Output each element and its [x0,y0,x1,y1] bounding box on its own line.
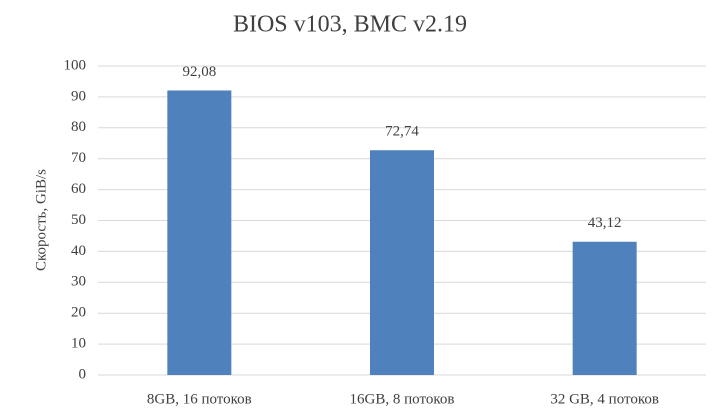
y-tick-label: 60 [71,181,86,197]
y-tick-label: 70 [71,150,86,166]
y-axis-title: Скорость, GiB/s [33,169,49,271]
y-tick-label: 100 [64,57,87,73]
y-tick-label: 40 [71,243,86,259]
y-tick-label: 30 [71,274,86,290]
y-tick-label: 0 [79,366,87,382]
y-tick-label: 80 [71,119,86,135]
y-tick-label: 50 [71,212,86,228]
x-tick-label: 16GB, 8 потоков [350,391,455,407]
bar [167,90,232,375]
data-label: 43,12 [588,215,622,231]
data-label: 72,74 [385,124,419,140]
x-tick-label: 32 GB, 4 потоков [550,391,659,407]
bar [572,241,637,375]
y-tick-label: 90 [71,88,86,104]
y-tick-label: 20 [71,305,86,321]
bar [370,150,434,375]
chart-title: BIOS v103, BMC v2.19 [233,12,467,38]
y-tick-label: 10 [71,336,86,352]
data-label: 92,08 [182,64,216,80]
x-tick-label: 8GB, 16 потоков [147,391,252,407]
